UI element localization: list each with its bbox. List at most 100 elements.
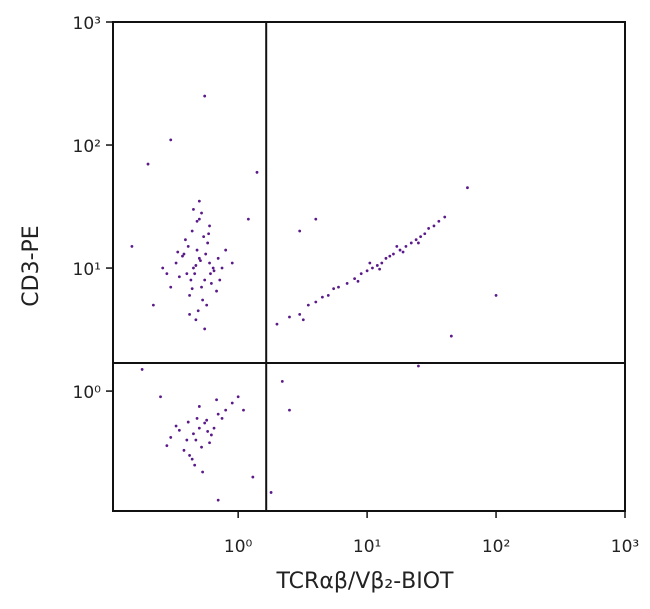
data-point <box>200 211 203 215</box>
data-point <box>181 254 184 258</box>
data-point <box>169 285 173 289</box>
data-point <box>215 398 218 402</box>
data-point <box>466 186 469 190</box>
data-point <box>353 277 357 281</box>
data-point <box>288 408 291 412</box>
data-point <box>255 170 259 174</box>
data-point <box>206 430 210 433</box>
data-point <box>375 264 379 267</box>
data-point <box>224 248 228 252</box>
data-point <box>384 256 388 260</box>
data-point <box>218 278 222 282</box>
data-point <box>216 412 220 416</box>
data-point <box>182 252 186 256</box>
data-point <box>301 318 305 322</box>
data-point <box>359 272 363 276</box>
data-point <box>494 293 498 297</box>
y-tick-label: 10² <box>73 137 101 157</box>
data-point <box>398 248 402 252</box>
data-point <box>224 408 228 412</box>
y-tick-label: 10³ <box>73 14 101 34</box>
data-point <box>195 416 199 420</box>
data-point <box>165 272 169 276</box>
data-point <box>192 266 195 270</box>
data-point <box>332 287 336 291</box>
data-point <box>200 445 203 449</box>
data-point <box>192 207 195 211</box>
data-point <box>320 295 324 299</box>
data-point <box>177 428 181 432</box>
data-point <box>169 436 173 439</box>
data-point <box>169 138 173 142</box>
x-axis-label: TCRαβ/Vβ₂-BIOT <box>276 569 454 594</box>
data-point <box>216 256 220 260</box>
data-point <box>165 444 169 448</box>
data-point <box>151 303 155 307</box>
data-point <box>184 238 187 242</box>
data-point <box>202 235 206 239</box>
data-point <box>209 272 212 276</box>
data-point <box>345 282 349 285</box>
data-point <box>192 432 195 436</box>
data-point <box>140 368 144 371</box>
data-point <box>251 475 255 479</box>
data-point <box>215 289 218 293</box>
data-point <box>188 313 191 316</box>
data-point <box>201 470 205 474</box>
data-point <box>196 309 200 313</box>
data-point <box>185 272 189 276</box>
data-point <box>378 267 382 271</box>
data-point <box>314 217 318 221</box>
x-tick-label: 10³ <box>611 537 639 557</box>
data-point <box>159 395 162 399</box>
data-point <box>288 315 291 319</box>
data-point <box>207 232 211 236</box>
data-point <box>423 232 427 236</box>
data-point <box>212 426 216 430</box>
data-point <box>201 298 205 302</box>
y-axis-label: CD3-PE <box>19 225 44 306</box>
y-tick-label: 10¹ <box>73 260 101 280</box>
data-point <box>197 199 201 203</box>
data-point <box>193 463 197 467</box>
data-point <box>404 244 408 248</box>
data-point <box>197 256 201 260</box>
data-point <box>209 282 213 285</box>
data-point <box>197 426 201 430</box>
data-point <box>298 229 302 233</box>
data-point <box>188 293 191 297</box>
data-point <box>199 259 202 262</box>
data-point <box>188 454 191 457</box>
data-point <box>275 322 279 326</box>
data-point <box>220 266 224 270</box>
data-point <box>197 217 201 221</box>
data-point <box>161 266 165 270</box>
data-point <box>176 250 180 254</box>
data-point <box>186 244 190 248</box>
y-tick-label: 10⁰ <box>73 383 102 403</box>
data-point <box>216 498 220 502</box>
data-point <box>208 441 211 445</box>
data-point <box>427 227 431 230</box>
data-point <box>194 264 198 267</box>
data-point <box>208 224 211 228</box>
data-point <box>371 266 374 270</box>
data-point <box>212 269 216 273</box>
data-point <box>203 94 207 98</box>
data-point <box>193 272 197 276</box>
data-point <box>419 235 423 239</box>
data-point <box>194 438 198 442</box>
data-point <box>195 248 199 252</box>
data-point <box>380 261 384 265</box>
data-point <box>314 300 318 304</box>
data-point <box>417 241 420 245</box>
data-point <box>204 252 208 256</box>
data-point <box>417 364 420 368</box>
data-point <box>365 269 369 273</box>
data-point <box>195 219 199 223</box>
data-point <box>186 420 190 424</box>
data-point <box>220 416 224 420</box>
data-point <box>298 313 302 316</box>
data-point <box>146 162 150 166</box>
data-point <box>246 217 250 221</box>
